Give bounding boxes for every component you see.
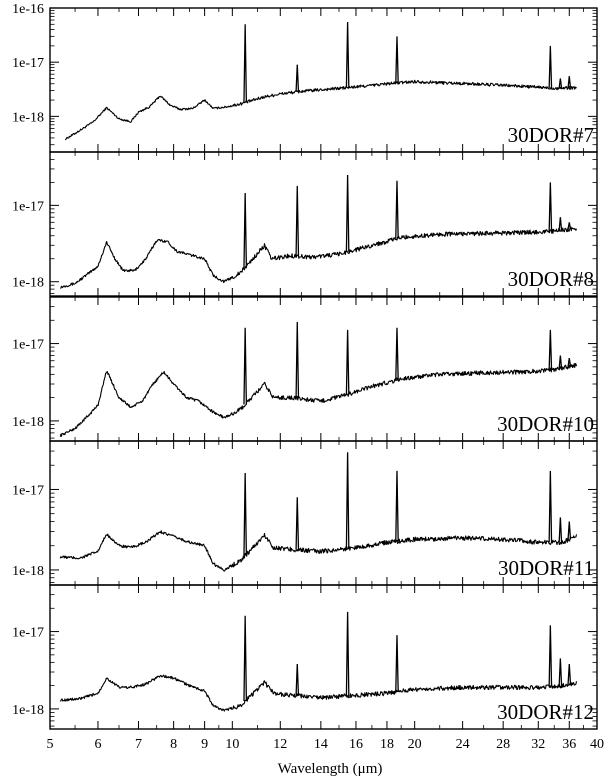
- emission-line: [295, 664, 300, 696]
- emission-line: [295, 185, 300, 257]
- spectrum-line: [64, 79, 577, 141]
- y-tick-label: 1e-18: [12, 110, 44, 125]
- y-ticks: [50, 584, 597, 727]
- x-tick-label: 16: [349, 737, 363, 752]
- x-tick-label: 5: [47, 737, 54, 752]
- emission-line: [558, 517, 563, 543]
- emission-line: [345, 329, 350, 395]
- emission-line: [395, 635, 399, 692]
- emission-line: [295, 64, 300, 92]
- emission-line: [243, 193, 248, 268]
- spectrum-line: [59, 674, 578, 712]
- emission-lines: [243, 22, 572, 103]
- emission-line: [558, 78, 563, 89]
- x-axis: 5 6 7 8 9 10 12 14 16 18 20 24 28 32 36 40: [47, 737, 605, 752]
- panel-1: 1e-18 1e-17 1e-16 30DOR#7: [12, 2, 598, 153]
- x-axis-label: Wavelength (μm): [278, 761, 383, 777]
- emission-lines: [243, 452, 572, 556]
- emission-line: [567, 357, 572, 367]
- emission-line: [558, 355, 563, 369]
- panel-label: 30DOR#8: [508, 267, 594, 291]
- x-tick-label: 20: [408, 737, 422, 752]
- emission-line: [395, 327, 399, 380]
- emission-lines: [243, 321, 572, 405]
- emission-line: [243, 615, 248, 702]
- panel-2: 1e-18 1e-17 30DOR#8: [12, 151, 598, 297]
- emission-line: [243, 24, 248, 103]
- y-tick-label: 1e-18: [12, 703, 44, 718]
- emission-line: [345, 611, 350, 696]
- plot-frame: [49, 151, 598, 297]
- emission-line: [395, 36, 399, 83]
- y-ticks: [50, 296, 597, 439]
- emission-line: [395, 180, 399, 239]
- x-ticks: [49, 585, 598, 729]
- y-tick-label: 1e-17: [12, 483, 44, 498]
- y-tick-label: 1e-16: [12, 2, 44, 17]
- panel-label: 30DOR#11: [498, 556, 594, 580]
- x-ticks: [49, 8, 598, 152]
- emission-line: [548, 625, 553, 687]
- y-tick-label: 1e-17: [12, 199, 44, 214]
- panels: 1e-181e-171e-1630DOR#71e-181e-1730DOR#81…: [12, 2, 598, 730]
- panel-label: 30DOR#7: [508, 123, 594, 147]
- x-tick-label: 9: [201, 737, 208, 752]
- emission-line: [345, 452, 350, 549]
- spectrum-line: [60, 226, 578, 289]
- y-tick-label: 1e-17: [12, 338, 44, 353]
- x-tick-label: 7: [135, 737, 142, 752]
- emission-lines: [243, 611, 572, 702]
- emission-line: [295, 497, 300, 550]
- y-tick-label: 1e-17: [12, 56, 44, 71]
- panel-5: 1e-18 1e-17 30DOR#12: [12, 584, 598, 730]
- x-tick-label: 12: [273, 737, 287, 752]
- emission-line: [345, 22, 350, 88]
- spectrum-line: [59, 363, 578, 437]
- emission-line: [548, 182, 553, 232]
- emission-lines: [243, 174, 572, 268]
- y-tick-label: 1e-18: [12, 276, 44, 291]
- emission-line: [567, 76, 572, 88]
- y-ticks: [50, 7, 597, 146]
- y-tick-label: 1e-18: [12, 415, 44, 430]
- emission-line: [395, 470, 399, 542]
- panel-label: 30DOR#12: [497, 700, 594, 724]
- emission-line: [548, 470, 553, 543]
- emission-line: [243, 473, 248, 556]
- emission-line: [548, 329, 553, 370]
- emission-line: [345, 174, 350, 252]
- x-tick-label: 32: [531, 737, 545, 752]
- panel-3: 1e-18 1e-17 30DOR#10: [12, 296, 598, 442]
- plot-frame: [49, 584, 598, 730]
- x-tick-label: 8: [170, 737, 177, 752]
- x-tick-label: 6: [94, 737, 101, 752]
- x-tick-label: 28: [496, 737, 510, 752]
- y-tick-label: 1e-17: [12, 626, 44, 641]
- spectrum-line: [59, 530, 578, 572]
- emission-line: [558, 658, 563, 686]
- emission-line: [567, 521, 572, 540]
- y-ticks: [50, 151, 597, 294]
- emission-line: [295, 321, 300, 399]
- x-tick-label: 10: [225, 737, 239, 752]
- y-tick-label: 1e-18: [12, 564, 44, 579]
- emission-line: [567, 222, 572, 230]
- x-tick-label: 24: [456, 737, 470, 752]
- panel-label: 30DOR#10: [497, 412, 594, 436]
- panel-4: 1e-18 1e-17 30DOR#11: [12, 440, 598, 586]
- y-ticks: [50, 440, 597, 583]
- x-tick-label: 40: [590, 737, 604, 752]
- x-tick-label: 36: [562, 737, 576, 752]
- x-tick-label: 14: [314, 737, 328, 752]
- emission-line: [548, 45, 553, 89]
- emission-line: [567, 664, 572, 685]
- x-tick-label: 18: [380, 737, 394, 752]
- emission-line: [243, 327, 248, 405]
- emission-line: [558, 217, 563, 231]
